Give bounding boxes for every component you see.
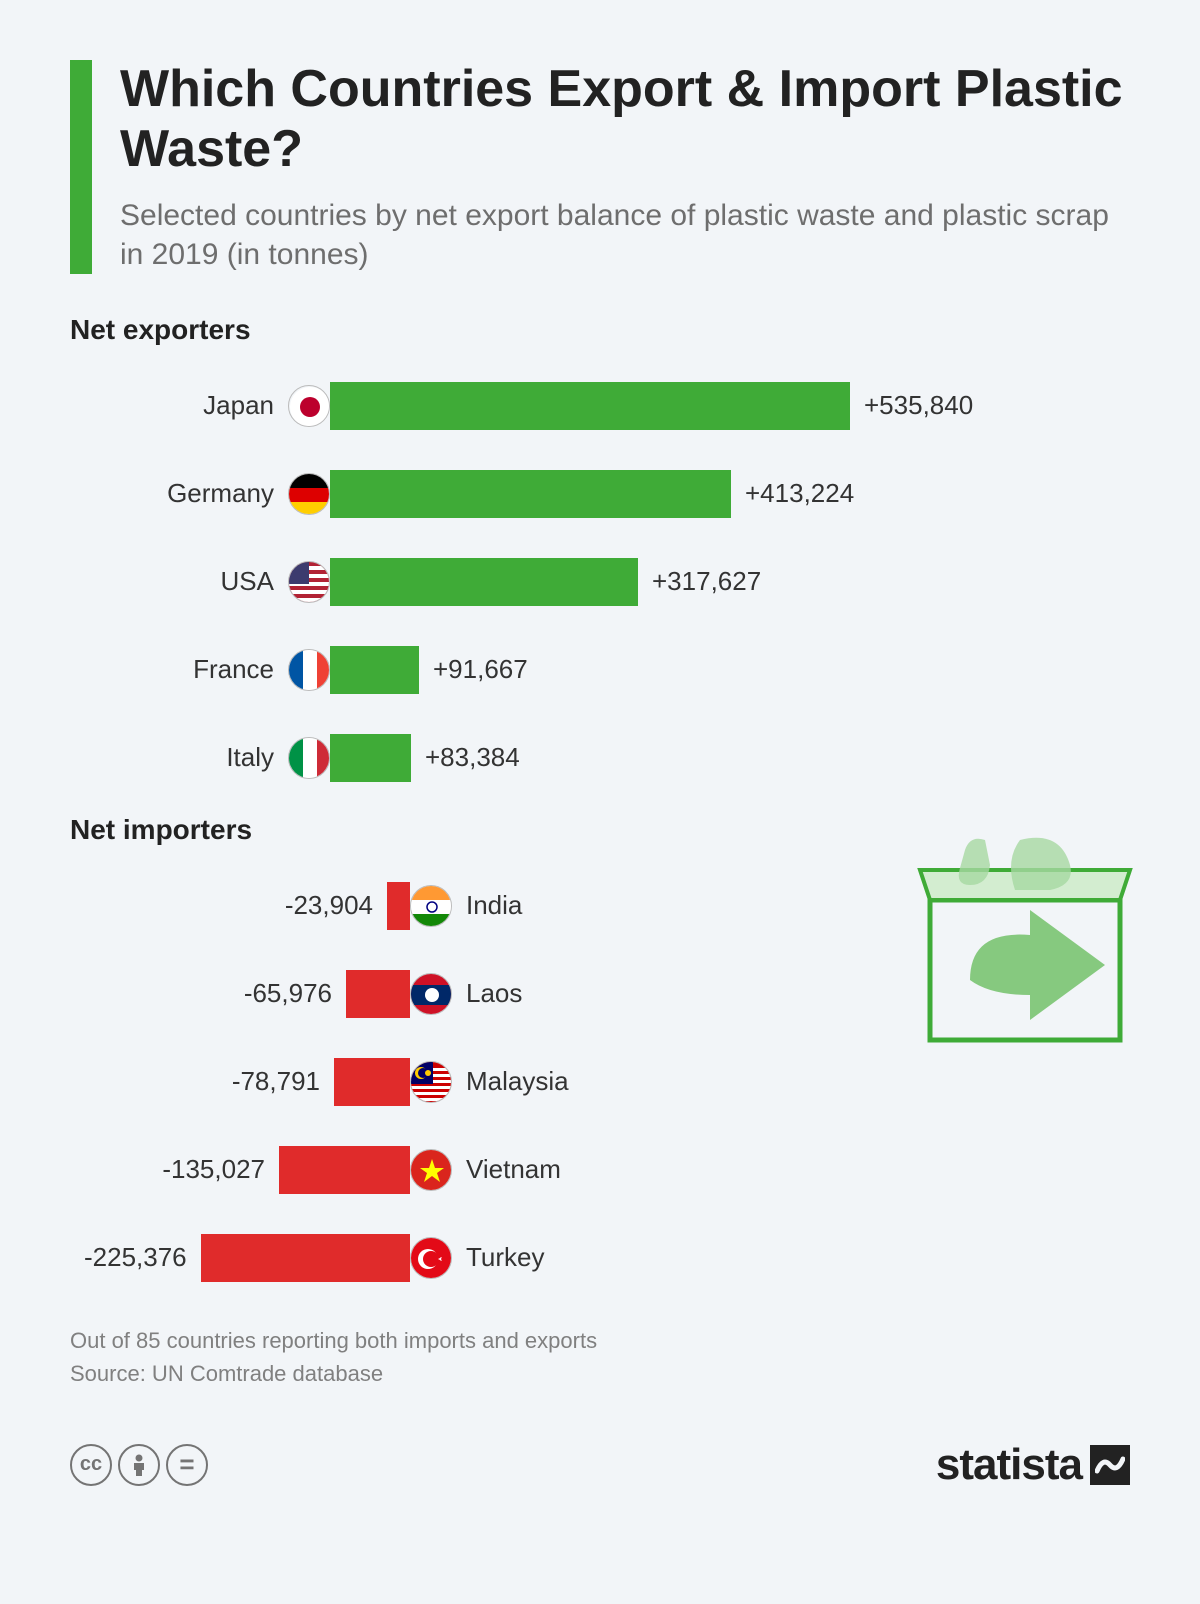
- importers-group: -23,904 India -65,976 Laos -78,791 Malay…: [70, 870, 1130, 1294]
- flag-icon: [288, 561, 330, 603]
- infographic-card: Which Countries Export & Import Plastic …: [0, 0, 1200, 1530]
- flag-icon: [410, 973, 452, 1015]
- exporter-label: France: [70, 649, 330, 691]
- flag-icon: [410, 1061, 452, 1103]
- subtitle: Selected countries by net export balance…: [120, 196, 1130, 274]
- country-name: Laos: [466, 978, 522, 1009]
- title-block: Which Countries Export & Import Plastic …: [120, 60, 1130, 274]
- exporters-group: Japan +535,840 Germany +413,224 USA +317…: [70, 370, 1130, 794]
- importer-row: -78,791 Malaysia: [70, 1046, 1130, 1118]
- bar-value: +317,627: [638, 566, 775, 597]
- country-name: Japan: [203, 390, 274, 421]
- cc-nd-icon: =: [166, 1444, 208, 1486]
- bar-value: -135,027: [148, 1154, 279, 1185]
- footnote-line1: Out of 85 countries reporting both impor…: [70, 1324, 1130, 1357]
- chart-area: Net exporters Japan +535,840 Germany +41…: [70, 314, 1130, 1294]
- importer-row: -23,904 India: [70, 870, 1130, 942]
- exporter-label: Japan: [70, 385, 330, 427]
- footer: cc = statista: [70, 1440, 1130, 1490]
- footnote-line2: Source: UN Comtrade database: [70, 1357, 1130, 1390]
- accent-bar: [70, 60, 92, 274]
- country-name: USA: [221, 566, 274, 597]
- exporter-row: Germany +413,224: [70, 458, 1130, 530]
- statista-logo: statista: [936, 1440, 1130, 1490]
- exporter-label: Italy: [70, 737, 330, 779]
- importer-bar: [346, 970, 410, 1018]
- cc-by-icon: [118, 1444, 160, 1486]
- flag-icon: [410, 1149, 452, 1191]
- exporter-row: Italy +83,384: [70, 722, 1130, 794]
- exporters-label: Net exporters: [70, 314, 1130, 346]
- bar-value: +535,840: [850, 390, 987, 421]
- bar-value: +413,224: [731, 478, 868, 509]
- country-name: Vietnam: [466, 1154, 561, 1185]
- bar-value: +91,667: [419, 654, 542, 685]
- exporter-row: Japan +535,840: [70, 370, 1130, 442]
- bar-value: -78,791: [218, 1066, 334, 1097]
- brand-text: statista: [936, 1440, 1082, 1490]
- importer-label: Laos: [410, 973, 1130, 1015]
- flag-icon: [410, 1237, 452, 1279]
- importer-row: -225,376 Turkey: [70, 1222, 1130, 1294]
- importer-bar: [334, 1058, 410, 1106]
- cc-license-icons: cc =: [70, 1444, 208, 1486]
- country-name: Turkey: [466, 1242, 545, 1273]
- country-name: France: [193, 654, 274, 685]
- exporter-row: USA +317,627: [70, 546, 1130, 618]
- country-name: India: [466, 890, 522, 921]
- exporter-bar: [330, 470, 731, 518]
- exporter-label: USA: [70, 561, 330, 603]
- importer-label: Vietnam: [410, 1149, 1130, 1191]
- flag-icon: [288, 473, 330, 515]
- importer-bar: [387, 882, 410, 930]
- exporter-bar: [330, 646, 419, 694]
- importer-label: India: [410, 885, 1130, 927]
- bar-value: -65,976: [230, 978, 346, 1009]
- country-name: Germany: [167, 478, 274, 509]
- page-title: Which Countries Export & Import Plastic …: [120, 60, 1130, 180]
- bar-value: +83,384: [411, 742, 534, 773]
- flag-icon: [288, 649, 330, 691]
- country-name: Italy: [226, 742, 274, 773]
- importer-row: -135,027 Vietnam: [70, 1134, 1130, 1206]
- exporter-bar: [330, 558, 638, 606]
- importer-bar: [201, 1234, 410, 1282]
- cc-icon: cc: [70, 1444, 112, 1486]
- importer-bar: [279, 1146, 410, 1194]
- importer-label: Turkey: [410, 1237, 1130, 1279]
- exporter-row: France +91,667: [70, 634, 1130, 706]
- country-name: Malaysia: [466, 1066, 569, 1097]
- exporter-bar: [330, 382, 850, 430]
- importer-label: Malaysia: [410, 1061, 1130, 1103]
- flag-icon: [288, 385, 330, 427]
- flag-icon: [288, 737, 330, 779]
- bar-value: -23,904: [271, 890, 387, 921]
- exporter-label: Germany: [70, 473, 330, 515]
- statista-wave-icon: [1090, 1445, 1130, 1485]
- header: Which Countries Export & Import Plastic …: [70, 60, 1130, 274]
- importer-row: -65,976 Laos: [70, 958, 1130, 1030]
- bar-value: -225,376: [70, 1242, 201, 1273]
- flag-icon: [410, 885, 452, 927]
- footnote: Out of 85 countries reporting both impor…: [70, 1324, 1130, 1390]
- exporter-bar: [330, 734, 411, 782]
